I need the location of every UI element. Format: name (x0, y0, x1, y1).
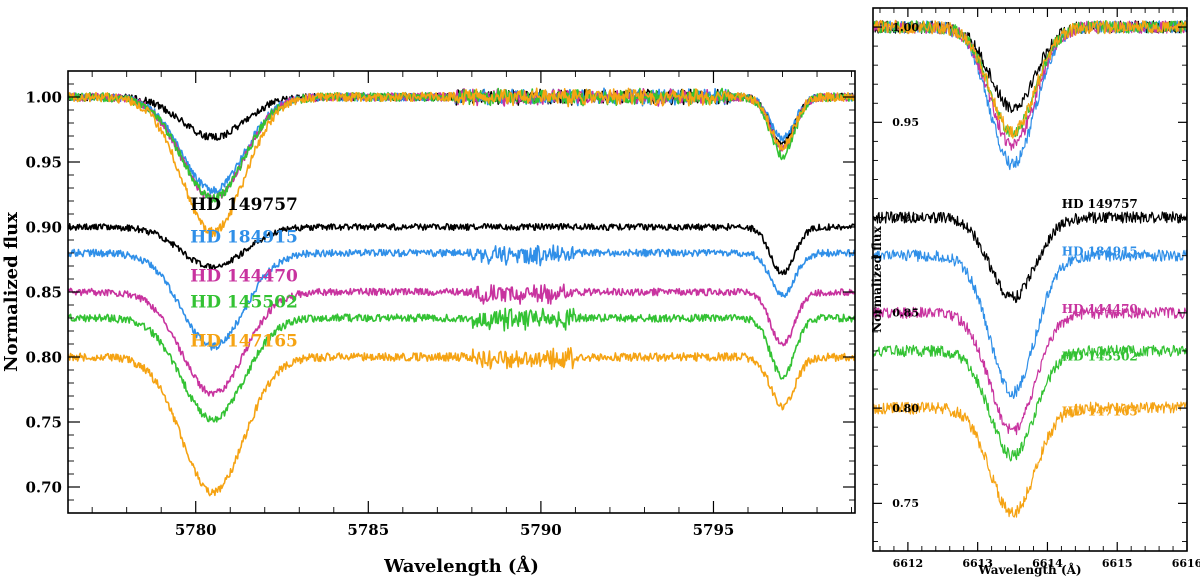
y-tick-label: 0.95 (25, 153, 62, 171)
series-line-offset (873, 401, 1187, 518)
series-label: HD 149757 (190, 195, 298, 215)
x-tick-label: 5785 (347, 521, 389, 539)
series-label: HD 184915 (190, 228, 298, 248)
series-line-offset (68, 346, 855, 497)
series-line-offset (68, 223, 855, 276)
series-label: HD 144470 (190, 267, 298, 287)
x-tick-label: 6613 (962, 557, 993, 570)
series-label: HD 147165 (1062, 405, 1138, 419)
series-line-normalized (68, 87, 855, 195)
series-line-normalized (873, 20, 1187, 171)
series-line-normalized (873, 20, 1187, 138)
y-tick-label: 0.75 (892, 497, 919, 510)
x-tick-label: 6612 (893, 557, 924, 570)
series-line-offset (873, 211, 1187, 304)
x-tick-label: 6615 (1102, 557, 1133, 570)
series-label: HD 149757 (1062, 197, 1138, 211)
series-label: HD 144470 (1062, 302, 1138, 316)
series-line-offset (68, 283, 855, 397)
x-tick-label: 6616 (1172, 557, 1200, 570)
x-tick-label: 5790 (520, 521, 562, 539)
series-line-offset (873, 306, 1187, 436)
y-tick-label: 0.85 (25, 283, 62, 301)
y-axis-label: Normalized flux (870, 225, 884, 332)
y-tick-label: 0.80 (892, 402, 919, 415)
axes-frame (872, 7, 1188, 552)
y-tick-label: 0.70 (25, 478, 62, 496)
plot-area (873, 19, 1187, 518)
series-line-normalized (873, 19, 1187, 139)
y-tick-label: 1.00 (25, 88, 62, 106)
y-tick-label: 0.85 (892, 307, 919, 320)
left-panel: 5780 5785 5790 5795 0.70 0.75 0.80 0.85 0.90 0.95… (1, 70, 856, 577)
series-line-normalized (68, 87, 855, 238)
right-panel: 6612 6613 6614 6615 6616 0.75 0.80 0.85 0.90 0.95… (870, 7, 1200, 577)
series-line-offset (68, 244, 855, 351)
series-label: HD 145502 (1062, 349, 1138, 363)
y-tick-label: 1.00 (892, 21, 919, 34)
y-tick-label: 0.80 (25, 348, 62, 366)
series-line-normalized (873, 20, 1187, 114)
series-label: HD 184915 (1062, 245, 1138, 259)
x-tick-label: 5795 (693, 521, 735, 539)
x-axis-label: Wavelength (Å) (977, 562, 1081, 577)
series-label: HD 147165 (190, 332, 298, 352)
y-axis-label: Normalized flux (1, 212, 22, 372)
series-line-offset (68, 307, 855, 423)
x-axis-label: Wavelength (Å) (383, 554, 539, 577)
y-tick-label: 0.75 (25, 413, 62, 431)
x-tick-label: 6614 (1032, 557, 1063, 570)
plot-area (68, 87, 855, 497)
x-tick-label: 5780 (175, 521, 217, 539)
y-tick-label: 0.90 (892, 211, 919, 224)
series-line-offset (873, 344, 1187, 462)
y-tick-label: 0.90 (25, 218, 62, 236)
series-line-offset (873, 249, 1187, 399)
y-tick-label: 0.95 (892, 116, 919, 129)
series-label: HD 145502 (190, 293, 298, 313)
